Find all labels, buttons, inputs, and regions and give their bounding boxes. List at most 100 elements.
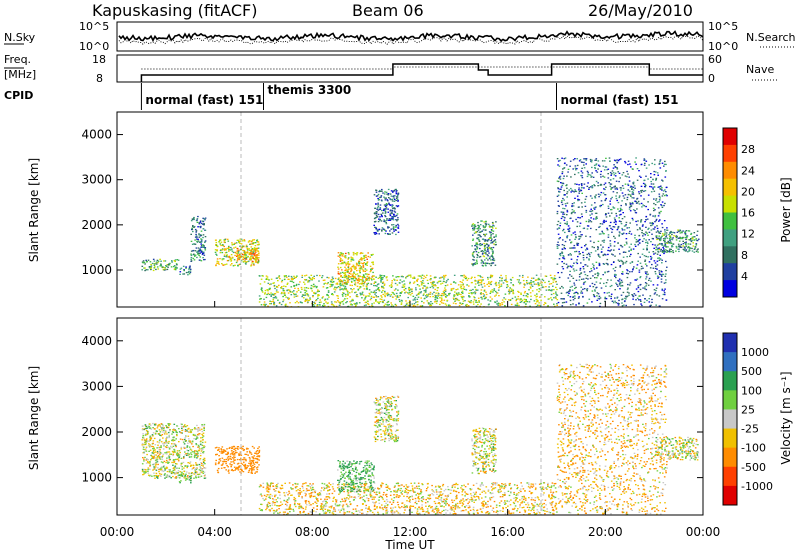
scatter-point bbox=[399, 282, 401, 284]
scatter-point bbox=[282, 295, 284, 298]
scatter-point bbox=[226, 254, 228, 256]
scatter-point bbox=[235, 242, 238, 244]
scatter-point bbox=[322, 296, 324, 298]
scatter-point bbox=[638, 193, 641, 195]
scatter-point bbox=[492, 233, 494, 235]
scatter-point bbox=[521, 299, 524, 301]
scatter-point bbox=[581, 175, 583, 177]
scatter-point bbox=[480, 296, 482, 299]
scatter-point bbox=[392, 224, 395, 226]
scatter-point bbox=[475, 288, 477, 291]
scatter-point bbox=[160, 468, 163, 471]
scatter-point bbox=[664, 194, 666, 197]
scatter-point bbox=[352, 264, 355, 266]
scatter-point bbox=[168, 263, 170, 265]
scatter-point bbox=[414, 296, 417, 299]
scatter-point bbox=[535, 283, 538, 285]
scatter-point bbox=[370, 295, 373, 297]
scatter-point bbox=[472, 263, 475, 266]
scatter-point bbox=[691, 239, 693, 242]
scatter-point bbox=[195, 247, 198, 249]
scatter-point bbox=[582, 295, 584, 298]
scatter-point bbox=[186, 466, 188, 469]
scatter-point bbox=[189, 429, 192, 431]
scatter-point bbox=[575, 304, 577, 306]
scatter-point bbox=[184, 429, 187, 431]
scatter-point bbox=[339, 272, 342, 274]
scatter-point bbox=[483, 226, 486, 228]
scatter-point bbox=[376, 207, 379, 209]
scatter-point bbox=[657, 243, 660, 246]
scatter-point bbox=[556, 283, 558, 285]
scatter-point bbox=[251, 255, 253, 257]
scatter-point bbox=[479, 282, 481, 284]
scatter-point bbox=[518, 283, 521, 285]
scatter-point bbox=[576, 292, 579, 294]
scatter-point bbox=[642, 182, 645, 185]
scatter-point bbox=[637, 244, 640, 246]
scatter-point bbox=[569, 274, 571, 276]
scatter-point bbox=[554, 296, 557, 298]
scatter-point bbox=[345, 268, 347, 270]
scatter-point bbox=[677, 237, 680, 239]
scatter-point bbox=[434, 276, 436, 278]
scatter-point bbox=[272, 293, 275, 296]
scatter-point bbox=[168, 440, 170, 443]
scatter-point bbox=[661, 251, 664, 253]
scatter-point bbox=[663, 163, 666, 165]
scatter-point bbox=[537, 283, 540, 285]
scatter-point bbox=[375, 214, 378, 217]
scatter-point bbox=[591, 185, 594, 187]
scatter-point bbox=[548, 289, 550, 291]
scatter-point bbox=[486, 262, 488, 264]
scatter-point bbox=[261, 290, 263, 292]
scatter-point bbox=[501, 303, 504, 306]
scatter-point bbox=[436, 294, 439, 296]
scatter-point bbox=[615, 180, 618, 182]
scatter-point bbox=[250, 241, 253, 243]
scatter-point bbox=[379, 208, 382, 210]
scatter-point bbox=[360, 259, 363, 261]
scatter-point bbox=[644, 184, 647, 187]
scatter-point bbox=[614, 185, 616, 187]
scatter-point bbox=[337, 263, 340, 265]
scatter-point bbox=[582, 254, 585, 256]
scatter-point bbox=[378, 301, 380, 303]
scatter-point bbox=[153, 449, 155, 451]
scatter-point bbox=[610, 297, 612, 300]
scatter-point bbox=[377, 213, 380, 216]
scatter-point bbox=[459, 281, 462, 283]
scatter-point bbox=[351, 266, 354, 268]
scatter-point bbox=[382, 300, 384, 303]
scatter-point bbox=[449, 304, 451, 307]
scatter-point bbox=[254, 245, 257, 247]
scatter-point bbox=[553, 275, 556, 277]
scatter-point bbox=[156, 441, 159, 443]
scatter-point bbox=[651, 237, 654, 240]
scatter-point bbox=[231, 242, 233, 244]
scatter-point bbox=[594, 185, 596, 187]
scatter-point bbox=[460, 293, 462, 296]
scatter-point bbox=[613, 226, 616, 228]
scatter-point bbox=[530, 284, 533, 286]
scatter-point bbox=[360, 257, 363, 259]
scatter-point bbox=[284, 305, 287, 307]
scatter-point bbox=[365, 278, 368, 280]
scatter-point bbox=[264, 289, 267, 292]
scatter-point bbox=[358, 262, 360, 264]
scatter-point bbox=[146, 458, 148, 460]
scatter-point bbox=[197, 240, 200, 242]
scatter-point bbox=[154, 464, 157, 466]
scatter-point bbox=[606, 279, 609, 281]
scatter-point bbox=[391, 224, 393, 226]
scatter-point bbox=[615, 187, 618, 189]
scatter-point bbox=[671, 244, 673, 247]
scatter-point bbox=[662, 273, 665, 276]
scatter-point bbox=[237, 257, 239, 259]
scatter-point bbox=[487, 259, 489, 261]
scatter-point bbox=[314, 285, 316, 287]
scatter-point bbox=[326, 283, 329, 285]
scatter-point bbox=[556, 299, 559, 301]
scatter-point bbox=[542, 279, 545, 282]
scatter-point bbox=[621, 229, 624, 231]
